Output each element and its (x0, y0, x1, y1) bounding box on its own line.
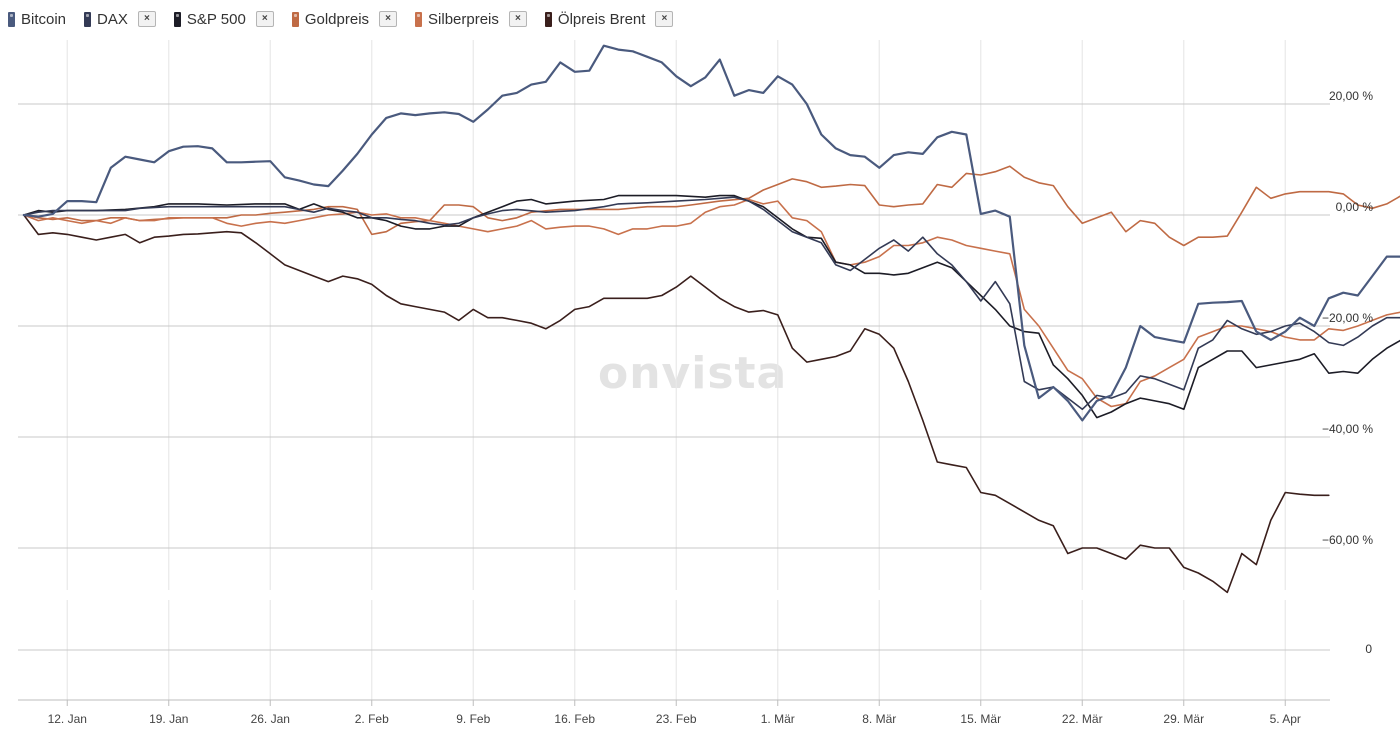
y-tick-label: −60,00 % (1322, 533, 1373, 547)
legend-item-dax[interactable]: DAX × (84, 11, 156, 28)
y-tick-label: 20,00 % (1329, 89, 1373, 103)
chart-series (22, 44, 1400, 594)
legend-remove-dax-button[interactable]: × (137, 11, 156, 27)
legend-label: Bitcoin (21, 10, 67, 28)
legend-label: Ölpreis Brent (557, 10, 646, 28)
legend-swatch (415, 11, 423, 27)
x-tick-label: 22. Mär (1062, 712, 1103, 726)
x-tick-label: 1. Mär (761, 712, 795, 726)
legend-remove-lpreis-brent-button[interactable]: × (655, 11, 674, 27)
legend-label: Silberpreis (428, 10, 499, 28)
x-tick-label: 19. Jan (149, 712, 188, 726)
legend-swatch (84, 11, 92, 27)
onvista-watermark: onvista (598, 348, 787, 399)
x-tick-label: 16. Feb (554, 712, 595, 726)
x-tick-label: 9. Feb (456, 712, 490, 726)
grid-lines (18, 40, 1330, 701)
x-tick-label: 2. Feb (355, 712, 389, 726)
chart-legend: Bitcoin DAX × S&P 500 × Goldpreis × Silberpreis… (8, 8, 691, 30)
legend-swatch (291, 11, 299, 27)
x-tick-label: 8. Mär (862, 712, 896, 726)
x-tick-label: 5. Apr (1270, 712, 1301, 726)
legend-item-s-p-500[interactable]: S&P 500 × (173, 10, 274, 28)
legend-swatch (8, 11, 15, 27)
legend-item-lpreis-brent[interactable]: Ölpreis Brent × (544, 10, 674, 28)
y-tick-label: −20,00 % (1322, 311, 1373, 325)
legend-label: Goldpreis (304, 10, 370, 28)
legend-label: DAX (97, 10, 128, 28)
x-tick-label: 15. Mär (960, 712, 1001, 726)
y-axis-labels: 20,00 % 0,00 % −20,00 % −40,00 % −60,00 % 0 (1322, 89, 1373, 656)
series-line-dax (22, 196, 1400, 411)
legend-remove-s-p-500-button[interactable]: × (255, 11, 274, 27)
legend-label: S&P 500 (186, 10, 246, 28)
series-line-goldpreis (22, 165, 1400, 247)
legend-item-bitcoin[interactable]: Bitcoin (8, 11, 66, 28)
series-line-lpreis-brent (22, 214, 1330, 594)
legend-remove-silberpreis-button[interactable]: × (508, 11, 527, 27)
x-tick-label: 23. Feb (656, 712, 697, 726)
x-tick-label: 26. Jan (251, 712, 290, 726)
y-tick-label: −40,00 % (1322, 422, 1373, 436)
y-tick-label-lower: 0 (1365, 642, 1372, 656)
legend-swatch (544, 11, 552, 27)
y-tick-label: 0,00 % (1336, 200, 1374, 214)
x-tick-label: 29. Mär (1163, 712, 1204, 726)
series-line-silberpreis (22, 198, 1400, 408)
x-tick-label: 12. Jan (48, 712, 87, 726)
legend-item-silberpreis[interactable]: Silberpreis × (415, 11, 527, 28)
legend-swatch (173, 11, 181, 27)
x-axis-labels: 12. Jan 19. Jan 26. Jan 2. Feb 9. Feb 16. Feb… (48, 700, 1301, 726)
legend-remove-goldpreis-button[interactable]: × (379, 11, 398, 27)
series-line-bitcoin (22, 44, 1400, 422)
legend-item-goldpreis[interactable]: Goldpreis × (291, 10, 398, 28)
